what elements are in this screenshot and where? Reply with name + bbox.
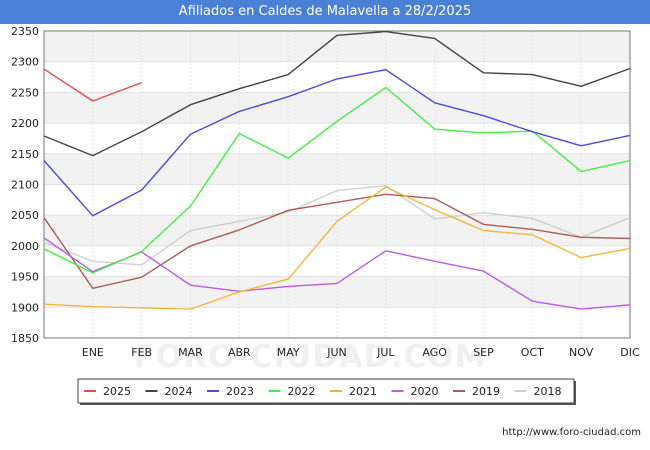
- series-line-2025: [43, 68, 142, 102]
- series-line-2024: [43, 30, 631, 157]
- y-tick-label: 2000: [11, 240, 39, 253]
- series-line-2023: [43, 69, 631, 217]
- source-url: http://www.foro-ciudad.com: [502, 427, 641, 438]
- legend-label-2021: 2021: [349, 385, 377, 398]
- x-tick-label: JUN: [326, 346, 347, 359]
- legend-label-2025: 2025: [103, 385, 131, 398]
- legend-label-2019: 2019: [472, 385, 500, 398]
- series-line-2018: [43, 185, 631, 266]
- chart-title: Afiliados en Caldes de Malavella a 28/2/…: [0, 0, 650, 24]
- plot-border: [43, 30, 631, 339]
- legend-label-2023: 2023: [226, 385, 254, 398]
- y-tick-label: 1850: [11, 332, 39, 345]
- x-tick-label: MAR: [178, 346, 203, 359]
- watermark: FORO-CIUDAD.COM: [134, 339, 487, 375]
- x-tick-label: MAY: [277, 346, 300, 359]
- y-tick-label: 2100: [11, 179, 39, 192]
- y-axis-ticks: 1850 1900 1950 2000 2050 2100 2150 2200 2250 2300…: [11, 25, 39, 345]
- legend-label-2022: 2022: [288, 385, 316, 398]
- y-tick-label: 2150: [11, 148, 39, 161]
- legend: 2025 2024 2023 2022 2021 2020 2019 2018: [77, 378, 576, 405]
- x-tick-label: ENE: [82, 346, 104, 359]
- y-tick-label: 1900: [11, 301, 39, 314]
- legend-label-2024: 2024: [165, 385, 193, 398]
- x-axis-ticks: ENE FEB MAR ABR MAY JUN JUL AGO SEP OCT NOV DIC: [82, 346, 640, 359]
- x-tick-label: OCT: [521, 346, 544, 359]
- chart-svg: FORO-CIUDAD.COM 1850 1900 1950 2000 2050 2100…: [11, 25, 640, 405]
- series-lines: [43, 30, 631, 310]
- legend-label-2020: 2020: [411, 385, 439, 398]
- series-line-2021: [43, 186, 631, 310]
- x-tick-label: JUL: [376, 346, 395, 359]
- y-tick-label: 2300: [11, 56, 39, 69]
- y-tick-label: 2200: [11, 117, 39, 130]
- x-tick-label: NOV: [569, 346, 594, 359]
- legend-box: [77, 378, 575, 404]
- y-tick-label: 1950: [11, 271, 39, 284]
- x-tick-label: FEB: [131, 346, 152, 359]
- x-tick-label: ABR: [228, 346, 251, 359]
- plot-frame: [43, 30, 631, 339]
- x-tick-label: AGO: [422, 346, 447, 359]
- series-line-2019: [43, 193, 631, 289]
- y-tick-label: 2050: [11, 209, 39, 222]
- x-tick-label: SEP: [473, 346, 494, 359]
- y-tick-label: 2250: [11, 86, 39, 99]
- y-tick-label: 2350: [11, 25, 39, 38]
- x-tick-label: DIC: [620, 346, 640, 359]
- legend-label-2018: 2018: [534, 385, 562, 398]
